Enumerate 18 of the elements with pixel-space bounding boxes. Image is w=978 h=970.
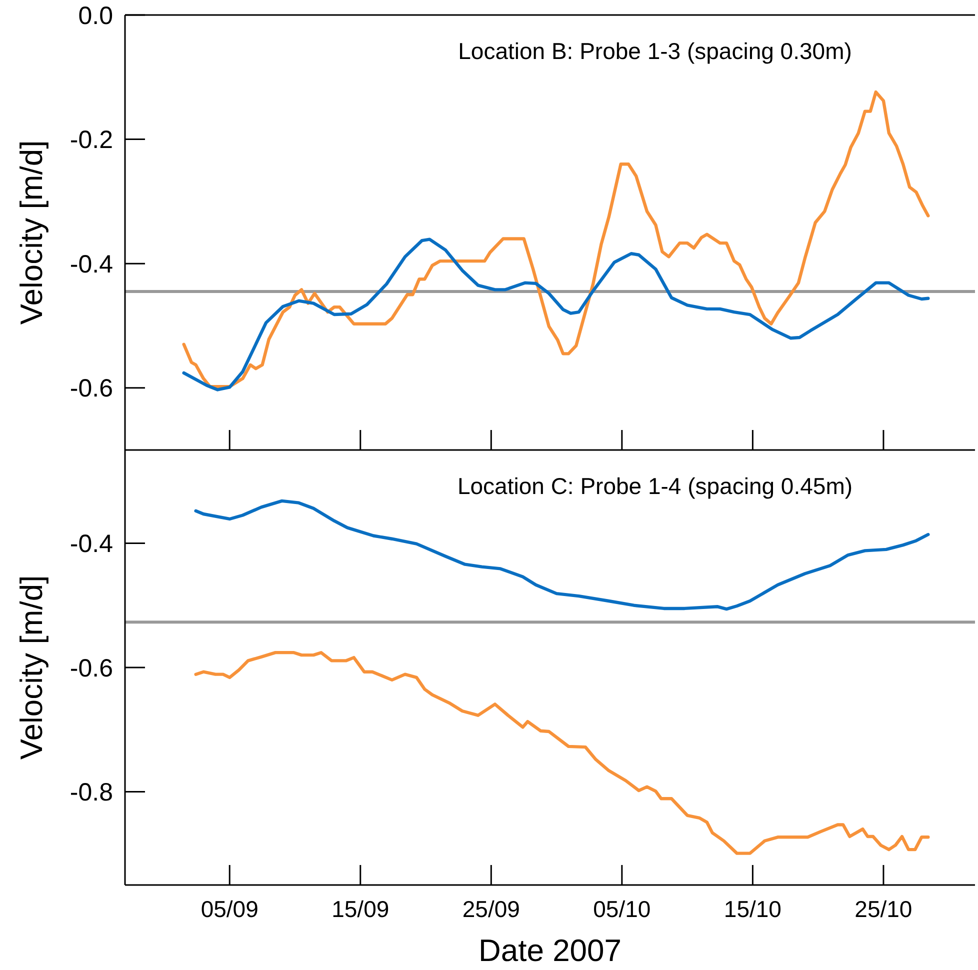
y-tick-label: 0.0 [78, 2, 113, 30]
y-tick-label: -0.8 [70, 778, 113, 807]
y-tick-label: -0.6 [70, 374, 113, 403]
x-tick-label: 15/10 [724, 896, 782, 922]
y-tick-label: -0.2 [70, 126, 113, 154]
y-tick-label: -0.4 [70, 530, 114, 558]
x-tick-label: 05/10 [593, 896, 651, 922]
annotation: Location C: Probe 1-4 (spacing 0.45m) [457, 473, 853, 499]
y-axis-title: Velocity [m/d] [14, 575, 49, 760]
x-tick-label: 15/09 [332, 896, 390, 922]
y-tick-label: -0.6 [70, 654, 113, 682]
y-tick-label: -0.4 [70, 250, 114, 278]
annotation: Location B: Probe 1-3 (spacing 0.30m) [458, 38, 852, 64]
x-tick-label: 25/09 [462, 896, 520, 922]
x-tick-label: 25/10 [854, 896, 912, 922]
x-tick-label: 05/09 [200, 896, 258, 922]
x-axis-title: Date 2007 [478, 933, 622, 968]
y-axis-title: Velocity [m/d] [14, 140, 49, 325]
